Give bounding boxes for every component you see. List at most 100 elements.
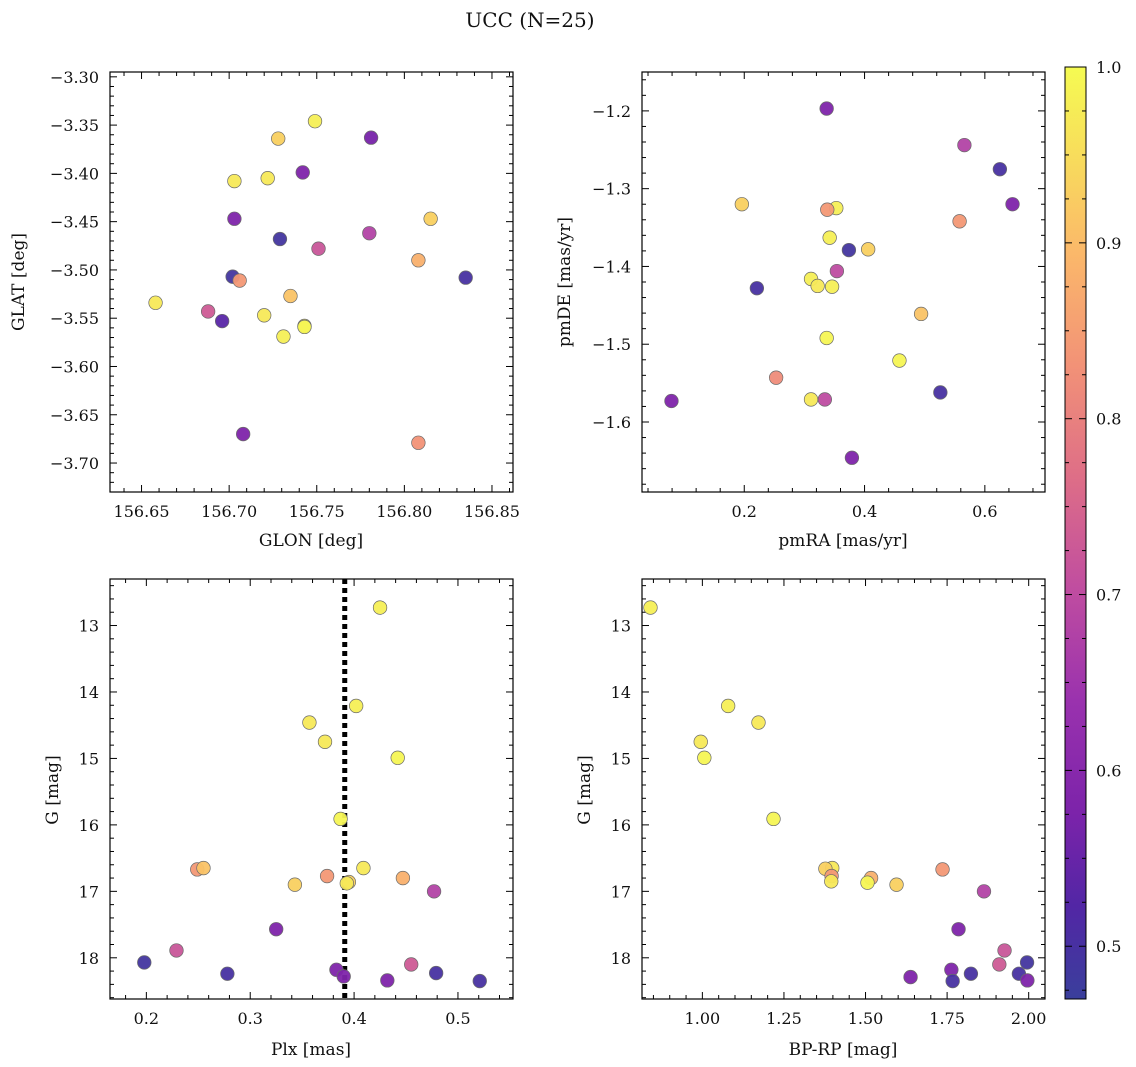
y-tick-label: 16	[611, 816, 631, 835]
data-point	[220, 966, 235, 981]
x-axis-label: pmRA [mas/yr]	[778, 531, 907, 551]
data-point	[997, 943, 1012, 958]
y-tick-label: 14	[611, 683, 631, 702]
y-tick-label: 17	[611, 882, 631, 901]
data-point	[734, 197, 749, 212]
y-axis-label: GLAT [deg]	[9, 233, 29, 331]
plot-frame	[109, 578, 514, 1000]
data-point	[992, 162, 1008, 177]
x-tick-label: 156.85	[464, 502, 520, 521]
data-point	[933, 385, 948, 400]
x-tick-label: 0.3	[237, 1009, 262, 1028]
data-point	[428, 965, 444, 981]
y-tick-label: −1.4	[592, 257, 631, 276]
x-axis-label: GLON [deg]	[259, 531, 363, 551]
data-point	[260, 171, 275, 186]
x-tick-label: 156.75	[289, 502, 345, 521]
data-point	[307, 114, 323, 129]
x-tick-label: 0.4	[341, 1009, 366, 1028]
data-point	[892, 353, 907, 368]
panel-glon-glat: GLON [deg] GLAT [deg] 156.65 156.70 156.75…	[9, 68, 520, 551]
data-point	[697, 750, 712, 765]
data-point	[643, 600, 658, 615]
data-point	[283, 288, 298, 304]
x-tick-label: 1.00	[685, 1009, 721, 1028]
y-tick-label: 13	[611, 617, 631, 636]
x-tick-label: 0.4	[852, 502, 877, 521]
data-point	[819, 330, 834, 346]
y-tick-label: −3.55	[50, 309, 99, 328]
y-tick-label: −3.45	[50, 213, 99, 232]
plot-frame	[109, 71, 514, 493]
panel-pmra-pmde: pmRA [mas/yr] pmDE [mas/yr] 0.2 0.4 0.6 −1.…	[555, 71, 1046, 551]
y-tick-label: −3.70	[50, 454, 99, 473]
data-point	[976, 884, 992, 899]
data-point	[861, 242, 876, 257]
colorbar-tick-label: 0.6	[1096, 761, 1121, 780]
data-point	[137, 955, 152, 970]
plot-frame	[641, 578, 1046, 1000]
data-point	[297, 319, 312, 335]
data-point	[411, 435, 426, 450]
data-point	[196, 860, 211, 876]
data-point	[693, 734, 708, 749]
data-point	[963, 966, 979, 981]
data-point	[819, 101, 834, 116]
data-point	[232, 273, 247, 288]
data-point	[458, 270, 473, 285]
colorbar-tick-label: 0.5	[1096, 937, 1121, 956]
y-tick-label: 18	[79, 949, 99, 968]
y-tick-label: 18	[611, 949, 631, 968]
data-point	[333, 811, 348, 827]
panel-bprp-g: BP-RP [mag] G [mag] 1.00 1.25 1.50 1.75 2.00…	[575, 578, 1047, 1060]
y-tick-label: −3.65	[50, 406, 99, 425]
x-tick-label: 156.70	[201, 502, 257, 521]
data-point	[362, 226, 377, 241]
x-tick-label: 156.80	[376, 502, 432, 521]
y-tick-label: 13	[79, 617, 99, 636]
data-point	[169, 943, 184, 958]
x-tick-label: 0.2	[732, 502, 757, 521]
data-point	[227, 211, 242, 226]
y-tick-label: −3.30	[50, 68, 99, 87]
data-point	[913, 306, 929, 322]
figure-title: UCC (N=25)	[465, 8, 594, 32]
data-point	[380, 973, 395, 988]
data-point	[951, 922, 966, 937]
x-tick-label: 2.00	[1011, 1009, 1047, 1028]
data-point	[903, 969, 918, 985]
panel-plx-g: Plx [mas] G [mag] 0.2 0.3 0.4 0.5 13 14 15 16 17…	[43, 578, 514, 1060]
data-point	[824, 874, 839, 889]
data-point	[295, 165, 310, 180]
data-point	[844, 450, 860, 465]
data-point	[349, 698, 364, 714]
data-point	[768, 370, 784, 385]
data-point	[820, 202, 835, 217]
data-point	[423, 211, 438, 226]
y-tick-label: −1.3	[592, 180, 631, 199]
data-point	[336, 969, 351, 984]
data-point	[472, 973, 487, 989]
y-tick-label: −3.40	[50, 164, 99, 183]
x-tick-label: 0.2	[134, 1009, 159, 1028]
colorbar-tick-label: 1.0	[1096, 58, 1121, 77]
data-point	[935, 862, 950, 877]
data-point	[269, 922, 284, 937]
data-point	[319, 868, 335, 884]
data-point	[829, 263, 845, 279]
data-point	[363, 130, 379, 145]
x-axis-label: Plx [mas]	[271, 1040, 351, 1060]
data-point	[214, 313, 230, 329]
data-point	[1005, 197, 1020, 212]
data-point	[272, 231, 288, 247]
x-tick-label: 0.5	[445, 1009, 470, 1028]
data-point	[957, 137, 972, 153]
data-point	[952, 214, 967, 229]
data-point	[664, 393, 679, 409]
data-point	[395, 870, 411, 886]
data-point	[271, 131, 286, 146]
x-tick-label: 1.50	[848, 1009, 884, 1028]
x-tick-label: 1.25	[766, 1009, 802, 1028]
data-point	[810, 278, 825, 294]
y-tick-label: −1.6	[592, 413, 631, 432]
